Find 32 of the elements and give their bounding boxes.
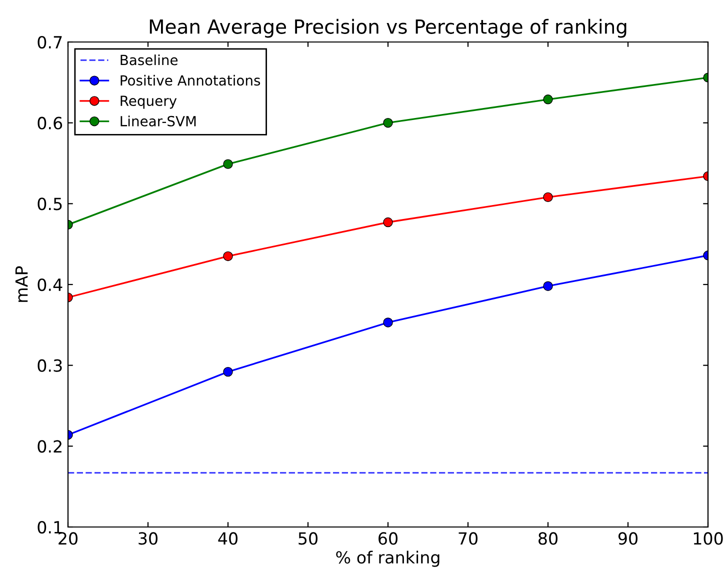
point [223,251,233,262]
point [383,217,393,228]
x-tick-label: 90 [618,532,638,545]
point [383,118,393,128]
x-axis-title: % of ranking [336,550,440,567]
y-tick-label: 0.2 [38,440,62,453]
x-tick-label: 60 [378,532,398,545]
legend-label: Linear-SVM [120,116,196,126]
legend-label: Baseline [120,54,178,66]
point [223,366,233,377]
point [223,159,233,169]
point [543,94,553,104]
y-tick-label: 0.7 [38,36,62,49]
y-tick-label: 0.3 [38,359,62,372]
point [543,281,553,291]
x-tick-label: 20 [58,532,78,545]
x-tick-label: 50 [298,532,318,545]
x-tick-label: 70 [458,532,478,545]
chart-title: Mean Average Precision vs Percentage of ranking [150,18,626,38]
y-axis-title: mAP [15,266,28,302]
y-tick-label: 0.4 [38,278,62,292]
point [543,192,553,202]
x-tick-label: 40 [218,532,238,545]
legend-label: Requery [120,96,177,109]
x-tick-label: 100 [694,532,723,545]
legend-label: Positive Annotations [120,74,260,86]
y-tick-label: 0.1 [38,520,62,534]
point [383,318,393,328]
y-tick-label: 0.5 [38,198,62,210]
y-tick-label: 0.6 [38,116,62,130]
x-tick-label: 80 [538,532,558,545]
x-tick-label: 30 [138,532,158,545]
